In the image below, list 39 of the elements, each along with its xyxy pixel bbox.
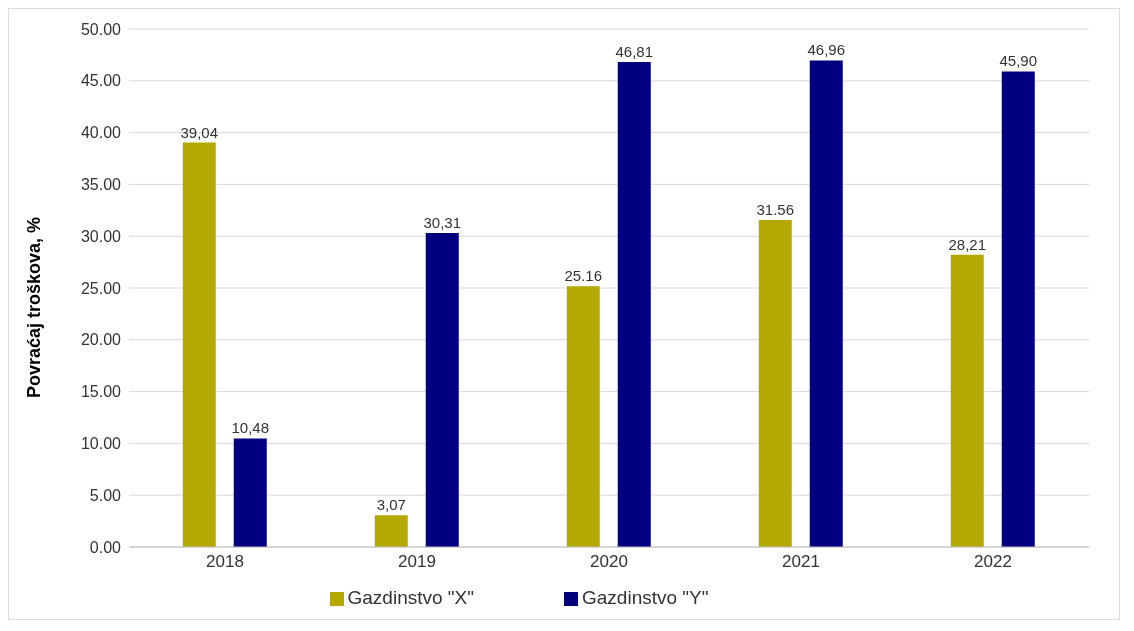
y-tick-label: 5.00 [89, 486, 122, 504]
y-tick-label: 50.00 [80, 20, 122, 38]
y-tick-label: 10.00 [80, 435, 122, 453]
bar [950, 254, 984, 547]
data-label: 10,48 [231, 419, 270, 437]
bar [758, 220, 792, 547]
bar [374, 515, 408, 547]
y-tick-label: 0.00 [89, 538, 122, 556]
data-label: 46,96 [807, 41, 846, 59]
legend-label: Gazdinstvo "X" [347, 587, 474, 608]
x-tick-label: 2021 [782, 552, 820, 572]
x-tick-label: 2020 [590, 552, 628, 572]
y-tick-label: 15.00 [80, 383, 122, 401]
bar [425, 232, 459, 547]
bar [617, 62, 651, 547]
bar [809, 60, 843, 547]
bar [182, 142, 216, 547]
bar [566, 286, 600, 547]
y-tick-label: 25.00 [80, 279, 122, 297]
x-tick-label: 2018 [206, 552, 244, 572]
data-label: 30,31 [423, 213, 462, 231]
x-tick-label: 2022 [974, 552, 1012, 572]
data-label: 25.16 [564, 267, 603, 285]
data-label: 45,90 [999, 52, 1038, 70]
legend-label: Gazdinstvo "Y" [582, 587, 709, 608]
y-tick-label: 30.00 [80, 227, 122, 245]
data-label: 28,21 [948, 235, 987, 253]
bar [233, 438, 267, 547]
data-label: 46,81 [615, 43, 654, 61]
y-tick-label: 35.00 [80, 176, 122, 194]
bar [1001, 71, 1035, 547]
data-label: 3,07 [376, 496, 406, 514]
data-label: 39,04 [180, 123, 219, 141]
y-tick-label: 20.00 [80, 331, 122, 349]
x-tick-label: 2019 [398, 552, 436, 572]
y-tick-label: 40.00 [80, 124, 122, 142]
data-label: 31.56 [756, 201, 795, 219]
y-tick-label: 45.00 [80, 72, 122, 90]
y-axis-title: Povraćaj troškova, % [24, 216, 45, 398]
